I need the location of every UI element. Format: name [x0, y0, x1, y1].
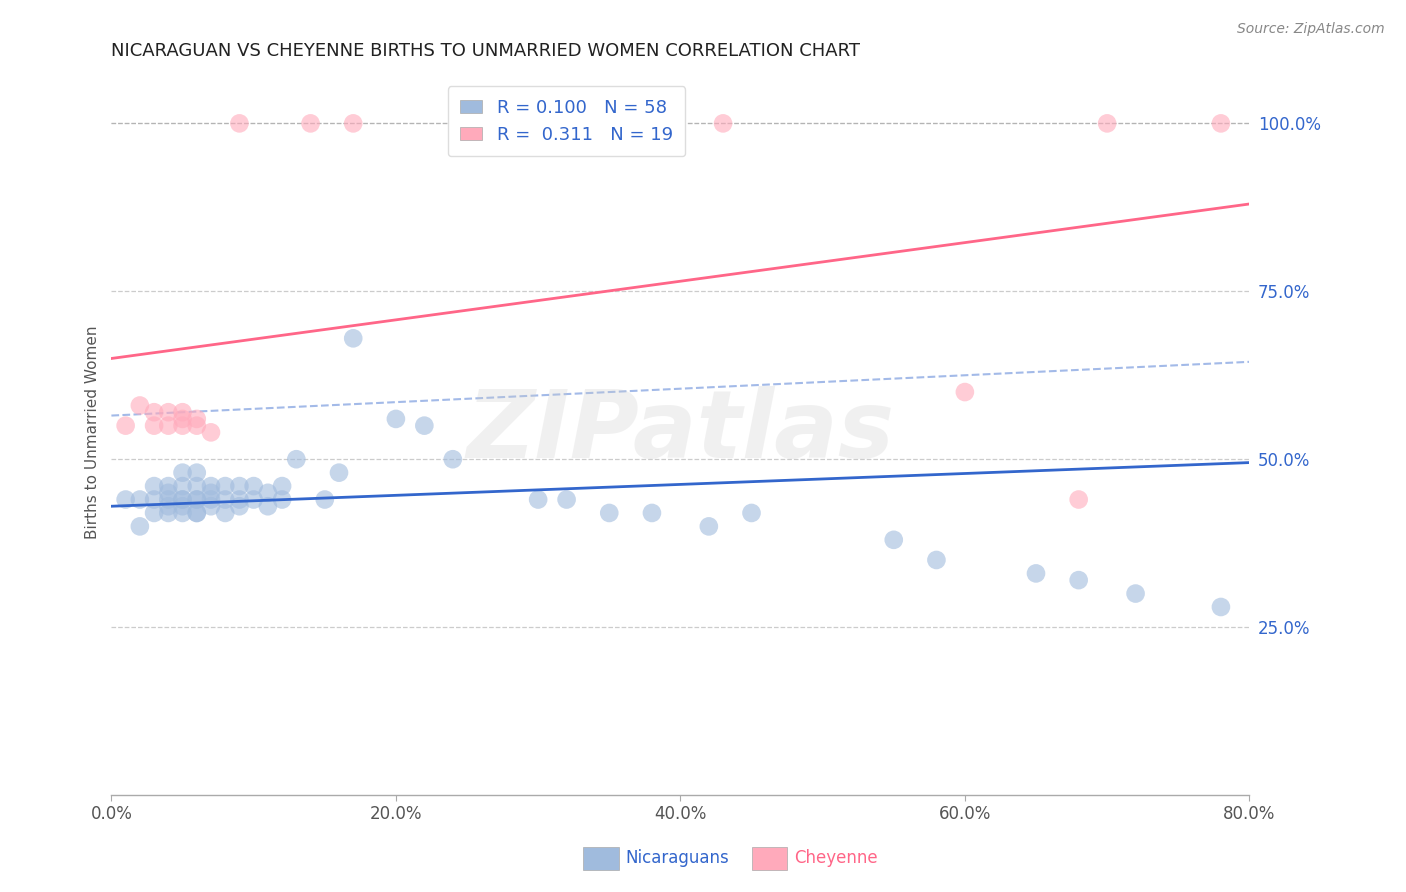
Point: [186, 506, 208, 520]
Point: [143, 492, 166, 507]
Point: [697, 519, 720, 533]
Text: Source: ZipAtlas.com: Source: ZipAtlas.com: [1237, 22, 1385, 37]
Point: [711, 116, 734, 130]
Point: [1095, 116, 1118, 130]
Point: [172, 418, 194, 433]
Point: [953, 385, 976, 400]
Point: [172, 506, 194, 520]
Point: [228, 116, 250, 130]
Text: Nicaraguans: Nicaraguans: [626, 849, 730, 867]
Point: [172, 405, 194, 419]
Point: [214, 479, 236, 493]
Point: [1125, 586, 1147, 600]
Point: [1209, 116, 1232, 130]
Point: [228, 492, 250, 507]
Point: [143, 506, 166, 520]
Point: [741, 506, 763, 520]
Point: [385, 412, 408, 426]
Point: [172, 500, 194, 514]
Point: [342, 331, 364, 345]
Point: [172, 412, 194, 426]
Point: [1067, 573, 1090, 587]
Point: [1209, 599, 1232, 614]
Point: [157, 506, 180, 520]
Text: NICARAGUAN VS CHEYENNE BIRTHS TO UNMARRIED WOMEN CORRELATION CHART: NICARAGUAN VS CHEYENNE BIRTHS TO UNMARRI…: [111, 42, 860, 60]
Point: [114, 492, 136, 507]
Point: [186, 466, 208, 480]
Point: [200, 500, 222, 514]
Point: [186, 492, 208, 507]
Legend: R = 0.100   N = 58, R =  0.311   N = 19: R = 0.100 N = 58, R = 0.311 N = 19: [449, 86, 685, 156]
Point: [128, 519, 150, 533]
Point: [257, 500, 280, 514]
Point: [1067, 492, 1090, 507]
Point: [214, 492, 236, 507]
Point: [143, 405, 166, 419]
Point: [143, 418, 166, 433]
Point: [285, 452, 308, 467]
Point: [555, 492, 578, 507]
Point: [157, 418, 180, 433]
Point: [186, 479, 208, 493]
Point: [200, 492, 222, 507]
Point: [228, 479, 250, 493]
Text: Cheyenne: Cheyenne: [794, 849, 877, 867]
Point: [172, 492, 194, 507]
Point: [186, 492, 208, 507]
Point: [200, 479, 222, 493]
Point: [598, 506, 620, 520]
Point: [172, 466, 194, 480]
Point: [114, 418, 136, 433]
Point: [157, 492, 180, 507]
Point: [527, 492, 550, 507]
Point: [1025, 566, 1047, 581]
Point: [172, 492, 194, 507]
Point: [314, 492, 336, 507]
Text: ZIPatlas: ZIPatlas: [467, 386, 894, 478]
Point: [328, 466, 350, 480]
Point: [128, 492, 150, 507]
Point: [214, 506, 236, 520]
Point: [641, 506, 664, 520]
Point: [883, 533, 905, 547]
Point: [186, 506, 208, 520]
Point: [228, 500, 250, 514]
Point: [128, 399, 150, 413]
Point: [925, 553, 948, 567]
Point: [257, 485, 280, 500]
Point: [186, 418, 208, 433]
Point: [271, 492, 294, 507]
Point: [299, 116, 322, 130]
Point: [172, 479, 194, 493]
Point: [200, 485, 222, 500]
Point: [242, 479, 264, 493]
Point: [157, 500, 180, 514]
Point: [271, 479, 294, 493]
Point: [413, 418, 436, 433]
Point: [143, 479, 166, 493]
Y-axis label: Births to Unmarried Women: Births to Unmarried Women: [86, 326, 100, 539]
Point: [200, 425, 222, 440]
Point: [157, 485, 180, 500]
Point: [186, 412, 208, 426]
Point: [242, 492, 264, 507]
Point: [157, 479, 180, 493]
Point: [441, 452, 464, 467]
Point: [342, 116, 364, 130]
Point: [157, 405, 180, 419]
